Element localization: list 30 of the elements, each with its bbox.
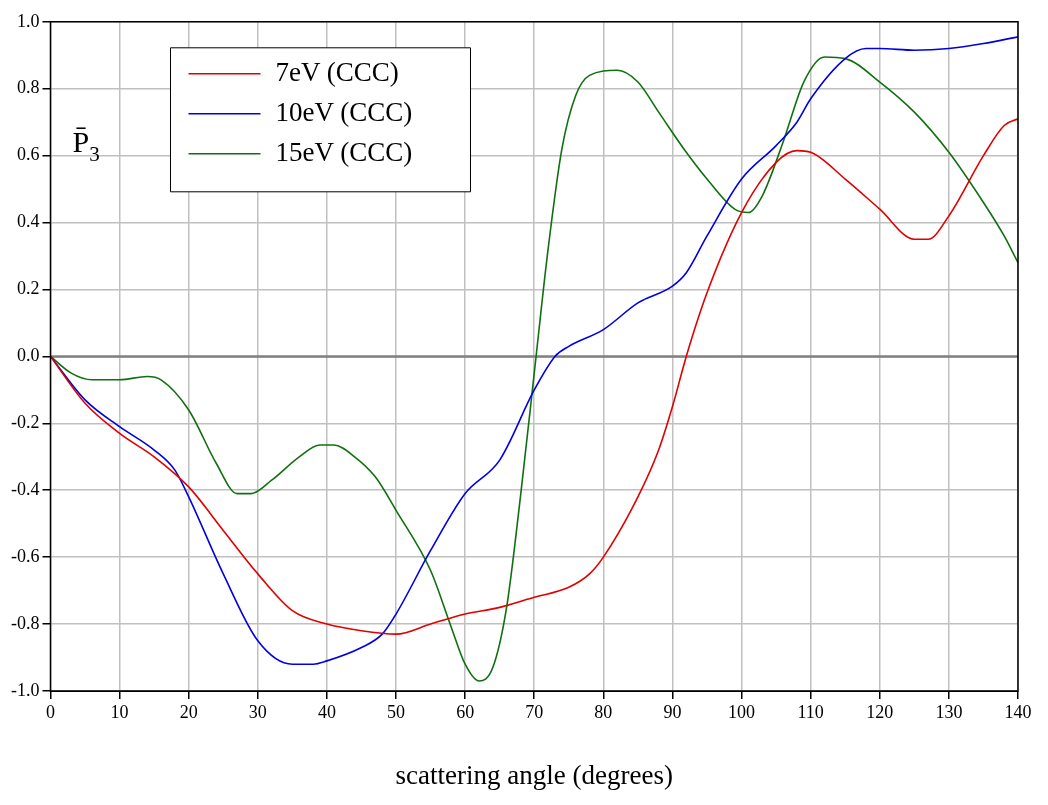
x-tick-label: 60 [456,701,475,722]
x-tick-label: 50 [387,701,406,722]
x-tick-label: 80 [594,701,613,722]
x-tick-label: 140 [1004,701,1032,722]
y-tick-label: 0.0 [16,345,40,366]
x-tick-label: 10 [110,701,129,722]
y-tick-label: 1.0 [16,10,40,31]
x-tick-label: 130 [935,701,963,722]
y-tick-label: -0.2 [10,412,40,433]
y-tick-label: -0.8 [10,612,40,633]
x-tick-label: 20 [179,701,198,722]
y-tick-label: -1.0 [10,679,40,700]
legend-label: 10eV (CCC) [275,96,413,127]
x-tick-label: 0 [45,701,55,722]
x-axis-title: scattering angle (degrees) [395,759,673,790]
x-tick-label: 100 [728,701,756,722]
x-tick-label: 90 [663,701,682,722]
y-tick-label: 0.4 [16,211,40,232]
y-tick-label: 0.6 [16,144,40,165]
y-tick-label: -0.4 [10,478,40,499]
y-tick-label: 0.2 [16,278,40,299]
y-tick-label: 0.8 [16,77,40,98]
x-tick-label: 30 [248,701,267,722]
x-tick-label: 110 [797,701,824,722]
x-tick-label: 70 [525,701,544,722]
x-tick-label: 40 [317,701,336,722]
legend-label: 7eV (CCC) [275,56,399,87]
legend-label: 15eV (CCC) [275,136,413,167]
y-tick-label: -0.6 [10,545,40,566]
x-tick-label: 120 [866,701,894,722]
